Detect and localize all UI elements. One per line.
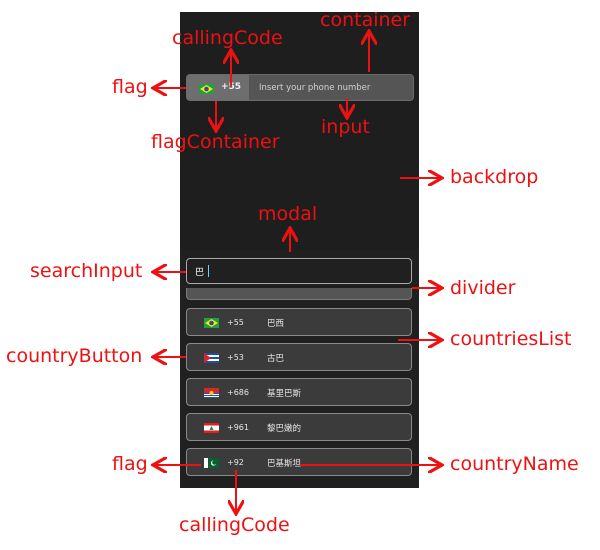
calling-code: +961 [227,423,249,432]
annotation-countries-list: countriesList [450,328,572,350]
calling-code: +55 [221,82,242,92]
annotation-country-button: countryButton [6,345,143,367]
kiribati-flag-icon [204,388,219,398]
country-name: 黎巴嫩的 [267,424,302,434]
country-button[interactable]: +55 巴西 [186,308,412,336]
annotation-input: input [321,116,370,138]
annotation-flag-bottom: flag [112,453,148,475]
text-caret [208,265,209,277]
country-name: 基里巴斯 [267,389,302,399]
country-name: 巴西 [267,319,285,329]
annotation-calling-code-top: callingCode [172,27,283,49]
country-button[interactable]: +92 巴基斯坦 [186,448,412,476]
annotation-divider: divider [450,277,516,299]
annotation-flag-container: flagContainer [151,131,280,153]
annotation-search-input: searchInput [30,260,143,282]
annotation-calling-code-bottom: callingCode [179,514,290,536]
annotation-container: container [320,9,411,31]
annotation-country-name: countryName [450,453,579,475]
search-input-value: 巴 [195,268,205,278]
pakistan-flag-icon [204,458,219,468]
annotation-backdrop: backdrop [450,166,539,188]
country-button[interactable]: +53 古巴 [186,343,412,371]
search-input[interactable]: 巴 [186,258,412,284]
divider [186,288,412,300]
phone-number-input[interactable]: Insert your phone number [259,83,371,93]
country-button[interactable]: +961 黎巴嫩的 [186,413,412,441]
calling-code: +53 [227,353,244,362]
phone-input-container: +55 Insert your phone number [186,74,414,101]
lebanon-flag-icon [204,423,219,433]
brazil-flag-icon [199,84,214,94]
annotation-flag-top: flag [112,76,148,98]
country-name: 巴基斯坦 [267,459,302,469]
calling-code: +92 [227,458,244,467]
flag-container[interactable]: +55 [187,75,249,100]
calling-code: +686 [227,388,249,397]
country-name: 古巴 [267,354,285,364]
cuba-flag-icon [204,353,219,363]
brazil-flag-icon [204,318,219,328]
calling-code: +55 [227,318,244,327]
country-button[interactable]: +686 基里巴斯 [186,378,412,406]
annotation-modal: modal [258,203,318,225]
